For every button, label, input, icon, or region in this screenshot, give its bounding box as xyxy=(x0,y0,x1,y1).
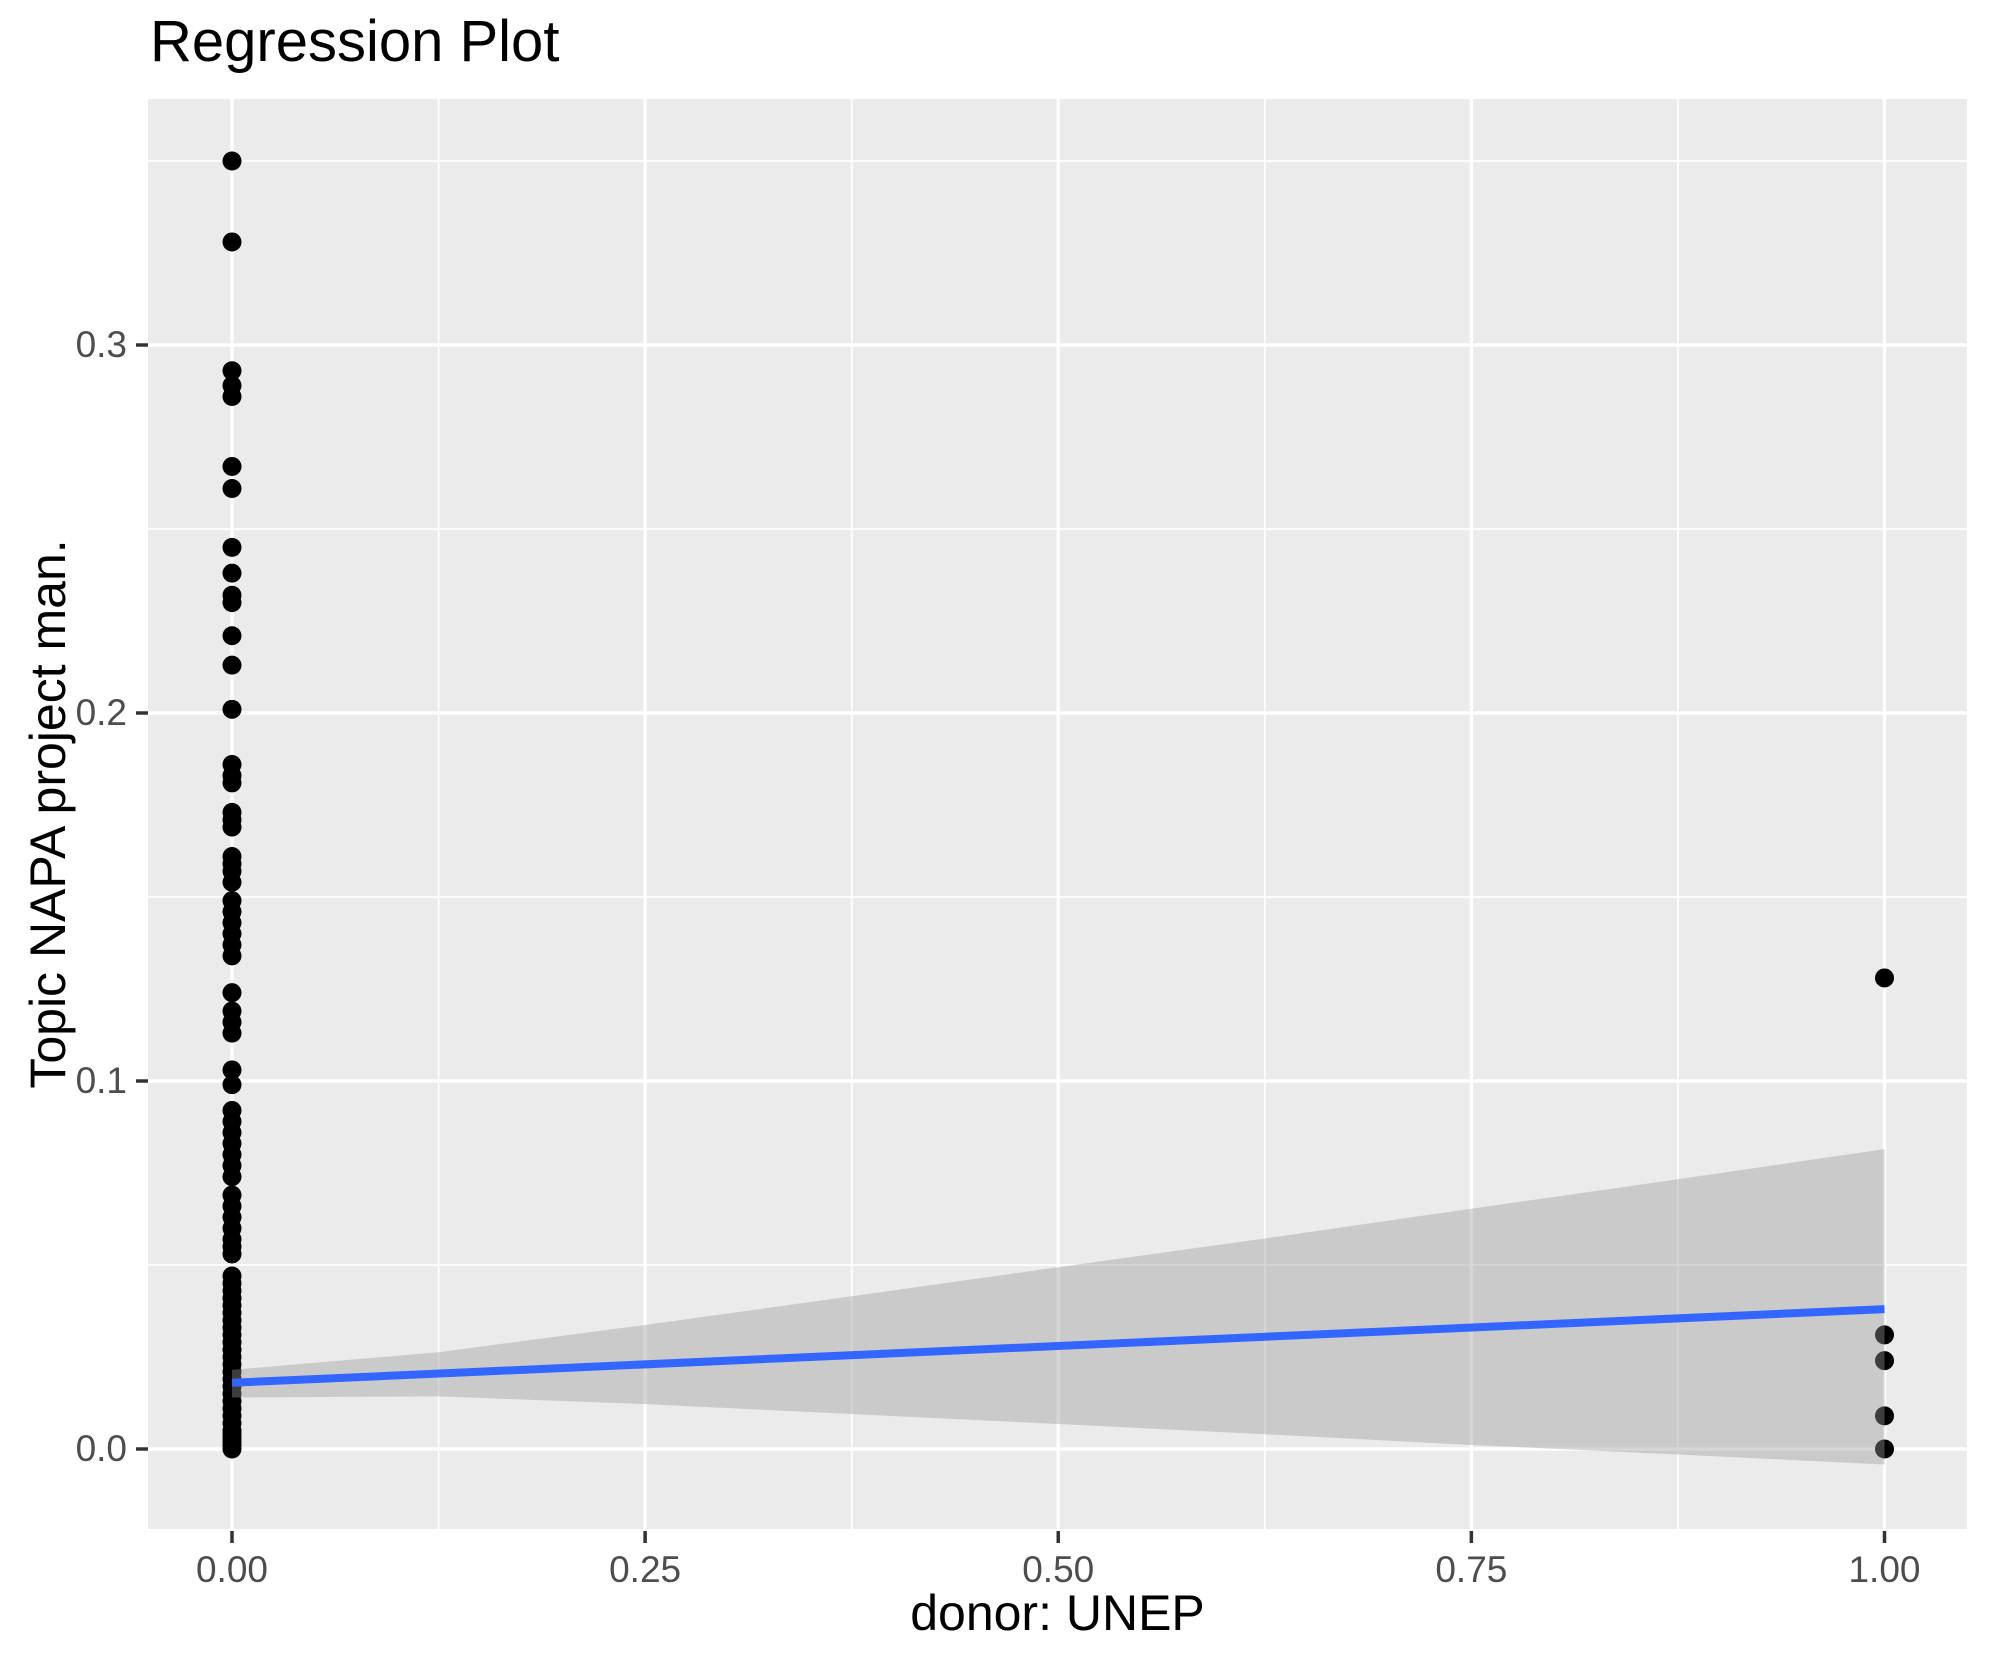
x-tick-label: 0.75 xyxy=(1435,1549,1508,1590)
regression-line xyxy=(231,1305,1885,1387)
data-point xyxy=(222,593,242,613)
data-point xyxy=(222,655,242,675)
data-point xyxy=(222,1060,242,1080)
data-point xyxy=(222,1075,242,1095)
data-point xyxy=(222,1167,242,1187)
data-point xyxy=(222,946,242,966)
data-point xyxy=(1875,968,1894,988)
x-tick-label: 0.00 xyxy=(195,1549,268,1590)
data-point xyxy=(1875,1351,1894,1371)
data-point xyxy=(222,626,242,646)
y-axis-title: Topic NAPA project man. xyxy=(20,539,76,1089)
y-tick-label: 0.0 xyxy=(75,1428,127,1469)
data-point xyxy=(222,361,242,381)
x-tick-label: 1.00 xyxy=(1848,1549,1921,1590)
x-tick-label: 0.50 xyxy=(1022,1549,1095,1590)
y-tick-label: 0.1 xyxy=(75,1060,127,1101)
data-point xyxy=(222,1023,242,1043)
data-point xyxy=(222,232,242,252)
data-point xyxy=(1875,1325,1894,1345)
data-point xyxy=(1875,1406,1894,1426)
data-point xyxy=(222,817,242,837)
x-axis-title: donor: UNEP xyxy=(910,1585,1205,1641)
y-tick-label: 0.2 xyxy=(75,692,127,733)
data-point xyxy=(222,479,242,499)
data-point xyxy=(222,151,242,171)
chart-title: Regression Plot xyxy=(150,9,560,74)
x-tick-label: 0.25 xyxy=(609,1549,682,1590)
data-point xyxy=(222,773,242,793)
data-point xyxy=(222,872,242,892)
data-point xyxy=(222,983,242,1003)
data-point xyxy=(222,387,242,407)
data-point xyxy=(1875,1439,1894,1459)
confidence-band xyxy=(232,1149,1885,1465)
data-point xyxy=(222,1244,242,1264)
y-tick-label: 0.3 xyxy=(75,324,127,365)
data-point xyxy=(222,456,242,476)
data-point xyxy=(222,537,242,557)
data-point xyxy=(222,699,242,719)
data-point xyxy=(222,1439,242,1459)
data-point xyxy=(222,563,242,583)
